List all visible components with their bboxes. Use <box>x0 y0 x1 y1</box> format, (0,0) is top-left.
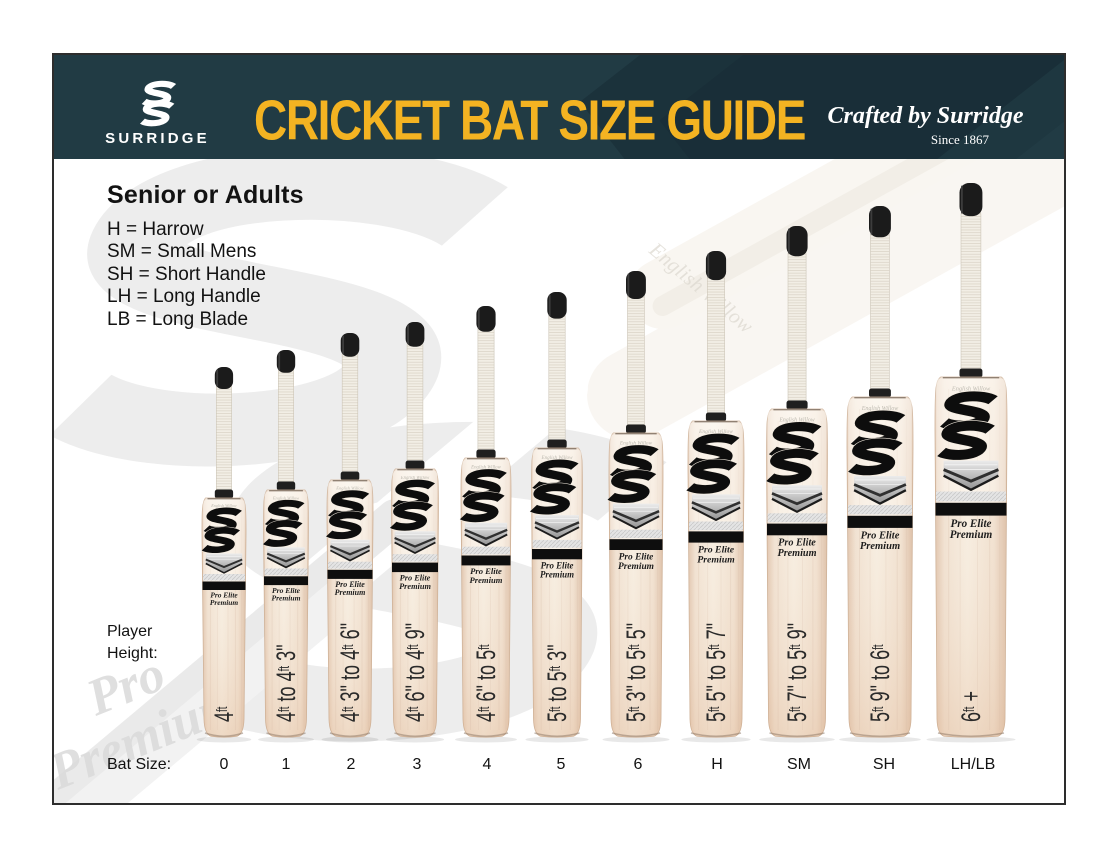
svg-text:5ft 9" to 6ft: 5ft 9" to 6ft <box>864 644 895 722</box>
svg-text:English Willow: English Willow <box>272 495 299 500</box>
svg-text:4ft to 4ft 3": 4ft to 4ft 3" <box>270 644 301 722</box>
svg-text:English Willow: English Willow <box>951 386 991 393</box>
svg-text:Pro Elite: Pro Elite <box>951 518 992 530</box>
svg-text:5ft 5" to 5ft 7": 5ft 5" to 5ft 7" <box>700 623 731 722</box>
svg-text:5ft 3" to 5ft 5": 5ft 3" to 5ft 5" <box>620 623 651 722</box>
svg-text:4ft 6" to 4ft 9": 4ft 6" to 4ft 9" <box>399 623 430 722</box>
svg-text:Premium: Premium <box>271 594 300 603</box>
svg-text:Pro Elite: Pro Elite <box>335 580 365 589</box>
svg-text:Pro Elite: Pro Elite <box>541 560 574 570</box>
svg-text:Premium: Premium <box>860 541 900 552</box>
svg-text:English Willow: English Willow <box>861 406 899 412</box>
svg-text:English Willow: English Willow <box>400 476 430 481</box>
svg-text:Pro Elite: Pro Elite <box>400 574 431 583</box>
svg-text:English Willow: English Willow <box>698 429 733 435</box>
svg-text:5ft 7" to 5ft 9": 5ft 7" to 5ft 9" <box>781 623 812 722</box>
svg-text:English Willow: English Willow <box>778 417 814 423</box>
svg-text:Premium: Premium <box>618 562 654 572</box>
svg-text:Pro Elite: Pro Elite <box>210 591 238 600</box>
svg-text:Pro Elite: Pro Elite <box>619 553 654 563</box>
svg-text:5ft to 5ft 3": 5ft to 5ft 3" <box>541 644 572 722</box>
svg-text:English Willow: English Willow <box>541 455 574 461</box>
svg-text:English Willow: English Willow <box>210 503 237 508</box>
svg-text:Premium: Premium <box>470 575 503 585</box>
svg-text:Premium: Premium <box>540 569 574 579</box>
svg-text:Pro Elite: Pro Elite <box>470 566 502 576</box>
svg-text:English Willow: English Willow <box>335 486 363 491</box>
svg-text:English Willow: English Willow <box>470 466 501 471</box>
svg-text:Premium: Premium <box>697 555 735 566</box>
svg-text:Premium: Premium <box>950 529 993 541</box>
svg-text:6ft +: 6ft + <box>955 691 986 722</box>
svg-text:Pro Elite: Pro Elite <box>698 545 735 556</box>
svg-text:4ft 6" to 5ft: 4ft 6" to 5ft <box>470 644 501 722</box>
svg-text:Pro Elite: Pro Elite <box>861 531 900 542</box>
svg-text:Premium: Premium <box>210 598 239 607</box>
svg-text:Premium: Premium <box>777 548 816 559</box>
svg-text:Premium: Premium <box>399 582 431 591</box>
svg-text:Premium: Premium <box>335 588 366 597</box>
svg-text:4ft: 4ft <box>208 706 239 722</box>
svg-text:4ft 3" to 4ft 6": 4ft 3" to 4ft 6" <box>334 623 365 722</box>
svg-text:Pro Elite: Pro Elite <box>778 538 816 549</box>
svg-text:English Willow: English Willow <box>619 440 653 446</box>
svg-text:Pro Elite: Pro Elite <box>272 586 301 595</box>
